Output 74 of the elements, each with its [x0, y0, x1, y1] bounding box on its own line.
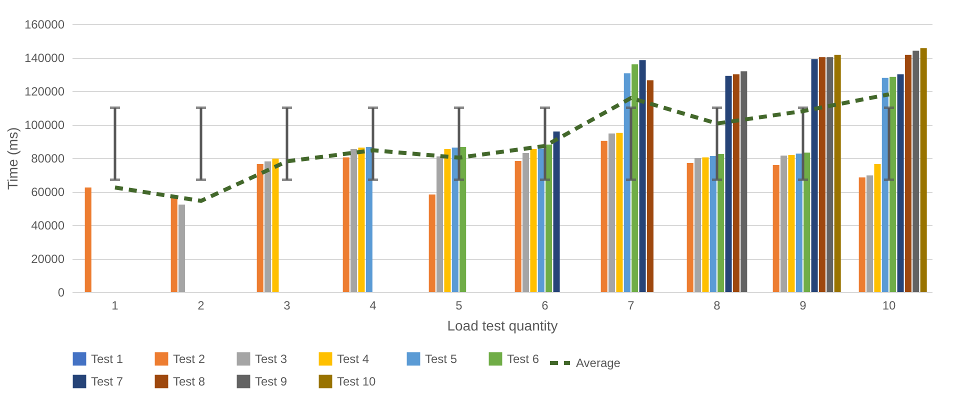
bar	[553, 132, 560, 292]
x-tick-label: 3	[284, 298, 291, 312]
legend-label: Test 6	[507, 352, 540, 366]
y-tick-label: 100000	[24, 118, 65, 132]
legend-label: Average	[576, 356, 621, 370]
bar	[256, 164, 264, 292]
bar	[740, 71, 748, 292]
x-tick-label: 6	[542, 298, 549, 312]
legend-label: Test 4	[337, 352, 370, 366]
y-tick-label: 120000	[24, 84, 65, 98]
y-tick-label: 0	[58, 286, 65, 300]
bar	[912, 50, 920, 292]
bar	[897, 74, 904, 292]
x-tick-label: 1	[112, 298, 119, 312]
bar	[725, 76, 732, 292]
bar	[818, 57, 826, 292]
bar	[428, 194, 436, 292]
bar	[686, 163, 694, 292]
bar	[694, 158, 702, 292]
bar	[264, 161, 272, 292]
bar	[639, 60, 646, 292]
legend-label: Test 7	[91, 374, 124, 388]
bar	[702, 157, 709, 292]
legend-label: Test 1	[91, 352, 124, 366]
y-tick-label: 160000	[24, 18, 65, 32]
legend-label: Test 9	[255, 374, 288, 388]
bar	[170, 197, 178, 292]
bar	[646, 80, 654, 292]
y-axis-title: Time (ms)	[4, 127, 20, 190]
bar	[826, 57, 834, 292]
bar	[600, 140, 608, 292]
bar	[732, 74, 740, 292]
x-tick-label: 2	[198, 298, 205, 312]
bar	[834, 54, 841, 292]
legend-label: Test 2	[173, 352, 206, 366]
bar	[350, 148, 358, 292]
y-tick-label: 80000	[31, 152, 65, 166]
bar	[444, 148, 451, 292]
bar	[608, 134, 616, 292]
y-tick-label: 60000	[31, 185, 65, 199]
bar	[920, 48, 927, 292]
x-tick-label: 8	[714, 298, 721, 312]
legend-label: Test 8	[173, 374, 206, 388]
bar	[904, 54, 912, 292]
x-tick-label: 10	[882, 298, 896, 312]
legend-label: Test 3	[255, 352, 288, 366]
x-tick-label: 9	[800, 298, 807, 312]
y-tick-label: 140000	[24, 51, 65, 65]
x-tick-label: 4	[370, 298, 377, 312]
bar	[514, 161, 522, 292]
bar	[84, 187, 92, 292]
bar	[780, 156, 788, 292]
bar	[858, 177, 866, 292]
bar	[358, 148, 365, 292]
bar	[272, 158, 279, 292]
x-tick-label: 7	[628, 298, 635, 312]
bar	[616, 132, 623, 292]
bar	[788, 154, 795, 292]
y-tick-label: 40000	[31, 218, 65, 232]
line-series	[113, 92, 891, 203]
bar	[772, 165, 780, 292]
legend-label: Test 10	[337, 374, 376, 388]
x-tick-label: 5	[456, 298, 463, 312]
bar	[866, 175, 874, 292]
bar	[522, 152, 530, 292]
bar	[530, 148, 537, 292]
x-axis-title: Load test quantity	[447, 318, 558, 334]
y-tick-label: 20000	[31, 252, 65, 266]
bar	[811, 59, 818, 292]
bar	[436, 156, 444, 292]
legend-label: Test 5	[425, 352, 458, 366]
bar	[178, 204, 186, 292]
bar	[342, 157, 350, 292]
bar	[874, 164, 881, 292]
